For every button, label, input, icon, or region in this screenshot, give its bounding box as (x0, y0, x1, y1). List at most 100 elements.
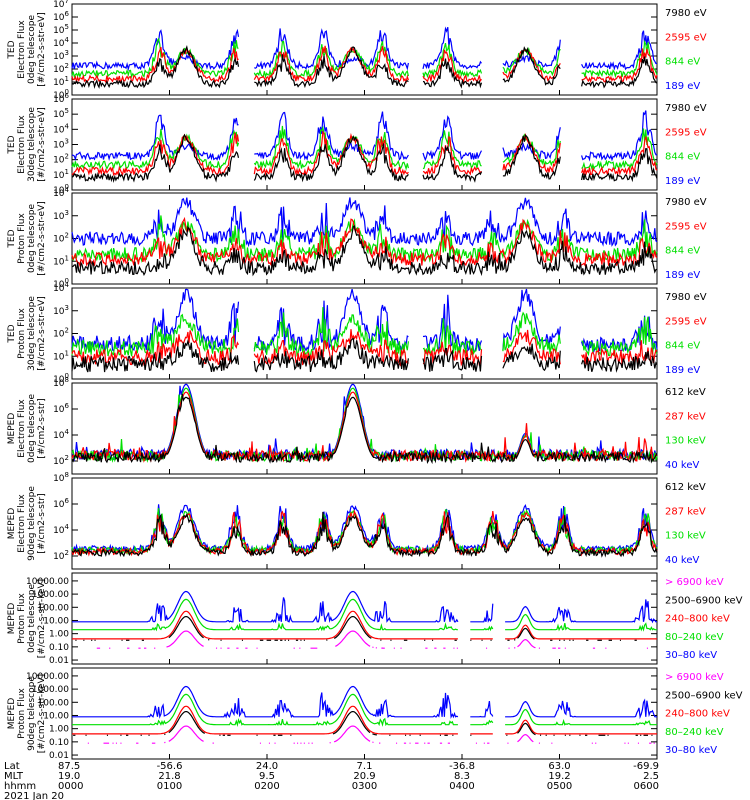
y-tick-label: 106 (53, 92, 69, 105)
x-tick-label: -69.9 (633, 761, 659, 772)
y-axis-label-line: [#/cm2-s-str-keV] (37, 579, 47, 658)
series-2595-ev (71, 130, 658, 177)
y-tick-label: 10.00 (43, 711, 69, 721)
y-tick-label: 102 (53, 153, 69, 166)
panel-7: 0.010.101.0010.00100.001000.0010000.00ME… (7, 572, 743, 666)
legend-entry: 7980 eV (665, 103, 707, 114)
y-tick-label: 10000.00 (26, 577, 69, 587)
legend-entry: 240–800 keV (665, 709, 730, 720)
series-240-800-kev (72, 610, 657, 640)
y-tick-label: 0.01 (49, 656, 69, 666)
x-tick-label: -56.6 (157, 761, 183, 772)
series-2595-ev (71, 216, 658, 268)
y-axis-label-line: [#/cm2-s-str] (37, 493, 47, 553)
legend-entry: 130 keV (665, 531, 706, 542)
series--6900-kev (97, 631, 656, 648)
series-189-ev (71, 288, 658, 354)
y-tick-label: 108 (53, 376, 69, 389)
y-axis-label-line: 0deg telescope (27, 394, 37, 464)
legend-entry: 612 keV (665, 387, 706, 398)
series-612-kev (71, 511, 658, 558)
x-tick-label: 0400 (449, 781, 474, 792)
series-189-ev (71, 110, 658, 162)
y-tick-label: 102 (53, 232, 69, 245)
y-tick-label: 100 (53, 277, 69, 290)
y-axis-label-line: Proton Flux (17, 593, 27, 644)
y-axis-label-line: 90deg telescope (27, 676, 37, 751)
x-tick-label: 0500 (547, 781, 572, 792)
y-axis-label: MEPEDElectron Flux0deg telescope[#/cm2-s… (7, 394, 47, 464)
series-287-kev (71, 391, 658, 463)
y-axis-label-line: [#/cm2-s-str-eV] (37, 107, 47, 182)
legend-entry: > 6900 keV (665, 672, 724, 683)
y-axis-label: MEPEDProton Flux0deg telescope[#/cm2-s-s… (7, 579, 47, 658)
y-tick-label: 100.00 (38, 698, 70, 708)
legend-entry: 287 keV (665, 411, 706, 422)
legend-entry: 287 keV (665, 506, 706, 517)
x-axis-row-label: Lat (4, 761, 20, 772)
y-tick-label: 1.00 (49, 630, 69, 640)
y-tick-label: 104 (53, 523, 69, 536)
x-tick-label: -36.8 (449, 761, 475, 772)
panel-5: 102 104 106 108 MEPEDElectron Flux0deg teles… (7, 376, 706, 475)
panel-8: 0.010.101.0010.00100.001000.0010000.00ME… (7, 667, 743, 761)
y-axis-label: MEPEDElectron Flux90deg telescope[#/cm2-… (7, 486, 47, 561)
x-tick-label: 21.8 (158, 771, 180, 782)
y-tick-label: 102 (53, 327, 69, 340)
y-tick-label: 106 (53, 402, 69, 415)
series-7980-ev (71, 133, 658, 184)
y-tick-label: 101 (53, 75, 69, 88)
legend-entry: 7980 eV (665, 8, 707, 19)
y-axis-label-line: 0deg telescope (27, 204, 37, 274)
legend-entry: 2595 eV (665, 32, 707, 43)
x-tick-label: 87.5 (58, 761, 80, 772)
y-axis-label: TEDProton Flux30deg telescope[#/cm2-s-st… (7, 296, 47, 371)
y-tick-label: 105 (53, 107, 69, 120)
y-tick-label: 10000.00 (26, 672, 69, 682)
panel-2: 100 101 102 103 104 105 106 TEDElectron Flux30d… (7, 92, 707, 196)
y-tick-label: 102 (53, 549, 69, 562)
y-tick-label: 103 (53, 49, 69, 62)
y-axis-label-line: 30deg telescope (27, 107, 37, 182)
y-axis-label: TEDElectron Flux0deg telescope[#/cm2-s-s… (7, 12, 47, 87)
x-tick-label: 8.3 (454, 771, 470, 782)
y-tick-label: 108 (53, 471, 69, 484)
legend-entry: 844 eV (665, 341, 700, 352)
y-tick-label: 100 (53, 183, 69, 196)
x-tick-label: 20.9 (353, 771, 375, 782)
y-axis-label-line: TED (7, 229, 17, 248)
y-axis-label: TEDProton Flux0deg telescope[#/cm2-s-str… (7, 201, 47, 276)
y-axis-label-line: 90deg telescope (27, 486, 37, 561)
panel-3: 100 101 102 103 104 TEDProton Flux0deg telesc… (7, 186, 707, 290)
y-axis-label-line: [#/cm2-s-str-eV] (37, 201, 47, 276)
series-844-ev (71, 37, 658, 80)
x-axis-row-label: MLT (4, 771, 24, 782)
y-tick-label: 106 (53, 10, 69, 23)
panel-4: 100 101 102 103 104 TEDProton Flux30deg teles… (7, 281, 707, 385)
y-tick-label: 101 (53, 254, 69, 267)
panel-frame (71, 192, 658, 285)
series-7980-ev (71, 337, 658, 373)
y-axis-label-line: Proton Flux (17, 308, 27, 359)
y-tick-label: 104 (53, 428, 69, 441)
y-tick-label: 104 (53, 186, 69, 199)
y-tick-label: 104 (53, 36, 69, 49)
x-tick-label: 19.2 (548, 771, 570, 782)
legend-entry: 80–240 keV (665, 727, 724, 738)
y-tick-label: 104 (53, 281, 69, 294)
legend-entry: 2595 eV (665, 316, 707, 327)
legend-entry: 844 eV (665, 246, 700, 257)
y-axis-label-line: Electron Flux (17, 20, 27, 79)
y-tick-label: 0.10 (49, 738, 69, 748)
y-axis-label-line: Proton Flux (17, 213, 27, 264)
y-axis-label-line: MEPED (7, 508, 17, 540)
legend-entry: 7980 eV (665, 197, 707, 208)
legend-entry: 2595 eV (665, 127, 707, 138)
y-tick-label: 101 (53, 349, 69, 362)
legend-entry: 80–240 keV (665, 632, 724, 643)
y-tick-label: 103 (53, 209, 69, 222)
legend-entry: 2500–6900 keV (665, 690, 743, 701)
y-tick-label: 100.00 (38, 603, 70, 613)
y-tick-label: 104 (53, 122, 69, 135)
series-2595-ev (71, 45, 658, 85)
